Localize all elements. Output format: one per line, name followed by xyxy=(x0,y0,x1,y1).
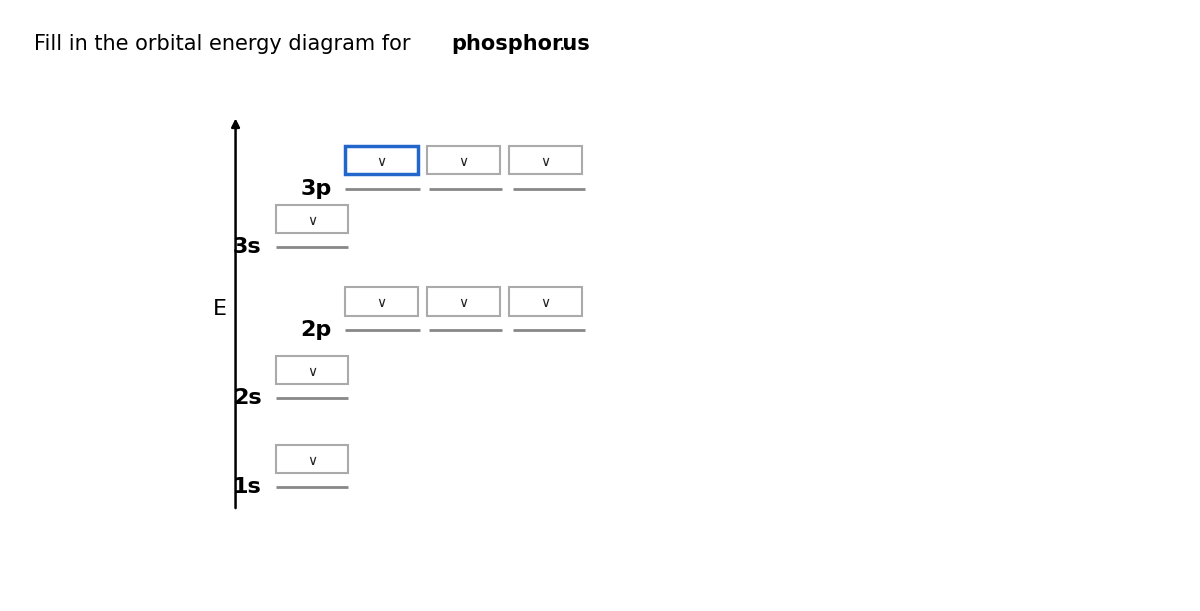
Text: 2p: 2p xyxy=(300,320,331,340)
Text: ∨: ∨ xyxy=(377,296,386,310)
FancyBboxPatch shape xyxy=(276,445,348,473)
Text: E: E xyxy=(212,299,227,318)
Text: 1s: 1s xyxy=(233,477,262,497)
FancyBboxPatch shape xyxy=(276,205,348,233)
FancyBboxPatch shape xyxy=(509,287,582,316)
Text: Fill in the orbital energy diagram for: Fill in the orbital energy diagram for xyxy=(34,34,416,54)
Text: 2s: 2s xyxy=(233,388,262,408)
Text: 3p: 3p xyxy=(300,178,331,199)
Text: ∨: ∨ xyxy=(540,296,551,310)
Text: ∨: ∨ xyxy=(458,155,468,169)
Text: phosphorus: phosphorus xyxy=(451,34,590,54)
Text: 3s: 3s xyxy=(233,238,262,257)
FancyBboxPatch shape xyxy=(427,146,499,175)
FancyBboxPatch shape xyxy=(509,146,582,175)
Text: ∨: ∨ xyxy=(458,296,468,310)
Text: .: . xyxy=(558,34,565,54)
FancyBboxPatch shape xyxy=(276,356,348,384)
Text: ∨: ∨ xyxy=(307,365,317,379)
Text: ∨: ∨ xyxy=(377,155,386,169)
Text: ∨: ∨ xyxy=(540,155,551,169)
FancyBboxPatch shape xyxy=(346,287,418,316)
Text: ∨: ∨ xyxy=(307,454,317,468)
FancyBboxPatch shape xyxy=(346,146,418,175)
FancyBboxPatch shape xyxy=(427,287,499,316)
Text: ∨: ∨ xyxy=(307,214,317,228)
